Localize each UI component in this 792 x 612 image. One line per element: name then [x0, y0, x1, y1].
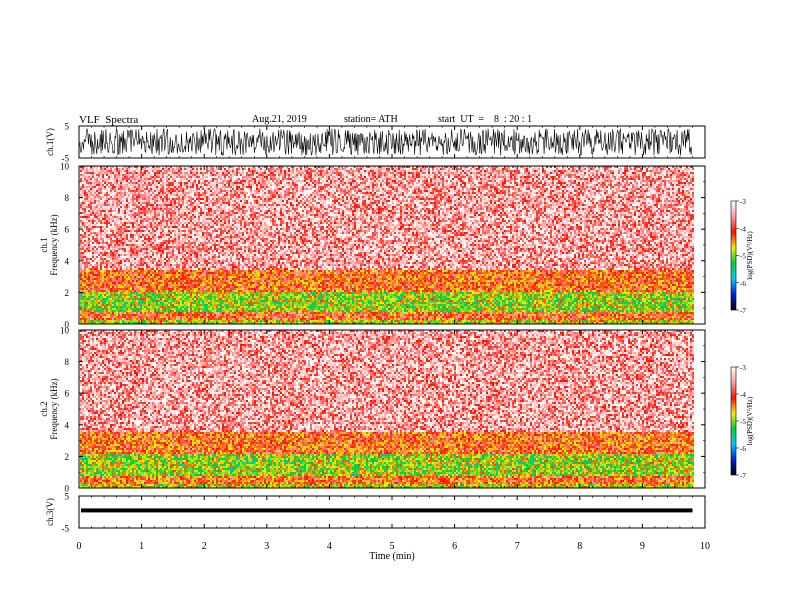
colorbar-tick-label: -7 — [740, 472, 746, 480]
y-tick-label: 10 — [60, 326, 70, 336]
x-tick-label: 10 — [700, 541, 710, 552]
x-axis-label: Time (min) — [369, 551, 414, 562]
ch2-spectrogram-ylabel-channel: ch.2 — [39, 401, 49, 416]
y-tick-label: -5 — [62, 524, 70, 534]
ch1-trace — [80, 129, 692, 156]
y-tick-label: 2 — [65, 288, 70, 298]
ch3-trace — [81, 508, 693, 512]
x-tick-label: 2 — [202, 541, 207, 552]
y-tick-label: 2 — [65, 452, 70, 462]
ch1-waveform-ylabel: ch.1(V) — [45, 128, 55, 156]
ch1-spectrogram — [80, 166, 694, 324]
x-tick-label: 6 — [452, 541, 457, 552]
colorbar-label: log(PSD)(V²/Hz) — [746, 231, 754, 280]
colorbar-label: log(PSD)(V²/Hz) — [746, 396, 754, 445]
ch1-spectrogram-ylabel: Frequency (kHz) — [49, 214, 59, 275]
ch2-spectrogram — [80, 330, 694, 488]
ch3-waveform-ylabel: ch.3(V) — [45, 498, 55, 526]
ch1-spectrogram-ylabel-channel: ch.1 — [39, 237, 49, 252]
y-tick-label: 5 — [65, 122, 70, 132]
x-tick-label: 9 — [640, 541, 645, 552]
x-tick-label: 4 — [327, 541, 332, 552]
x-tick-label: 8 — [577, 541, 582, 552]
colorbar-tick-label: -6 — [740, 280, 746, 288]
colorbar-gradient — [731, 367, 736, 475]
x-tick-label: 0 — [77, 541, 82, 552]
y-tick-label: 8 — [65, 193, 70, 203]
y-tick-label: 4 — [65, 256, 70, 266]
y-tick-label: 4 — [65, 420, 70, 430]
colorbar-gradient — [731, 201, 736, 310]
x-tick-label: 3 — [264, 541, 269, 552]
colorbar-tick-label: -7 — [740, 307, 746, 315]
ch2-spectrogram-ylabel: Frequency (kHz) — [49, 378, 59, 439]
colorbar-tick-label: -6 — [740, 445, 746, 453]
x-tick-label: 7 — [515, 541, 520, 552]
y-tick-label: 6 — [65, 389, 70, 399]
y-tick-label: 0 — [65, 484, 70, 494]
ch1-waveform-frame — [79, 126, 705, 158]
colorbar-tick-label: -3 — [740, 198, 746, 206]
colorbar-tick-label: -3 — [740, 364, 746, 372]
y-tick-label: 10 — [60, 162, 70, 172]
y-tick-label: 8 — [65, 357, 70, 367]
x-tick-label: 1 — [139, 541, 144, 552]
y-tick-label: 6 — [65, 225, 70, 235]
